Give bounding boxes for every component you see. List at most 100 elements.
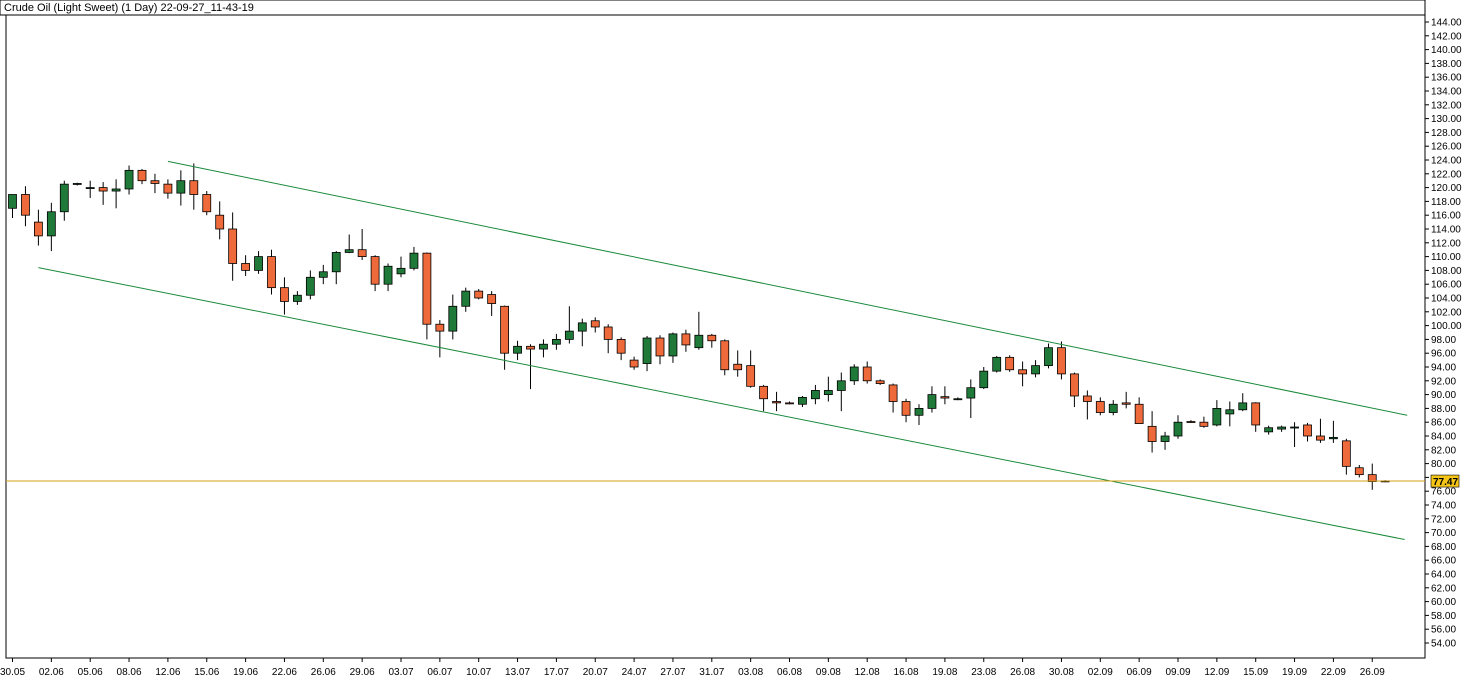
y-tick-label: 80.00 bbox=[1431, 459, 1456, 470]
candle-body-down bbox=[1251, 402, 1261, 426]
candle bbox=[292, 291, 302, 305]
x-tick-label: 06.09 bbox=[1127, 667, 1152, 678]
candle bbox=[396, 256, 406, 278]
y-tick-label: 68.00 bbox=[1431, 542, 1456, 553]
candle bbox=[202, 191, 212, 216]
candle bbox=[733, 350, 743, 377]
candle bbox=[720, 339, 730, 376]
x-tick-label: 23.08 bbox=[971, 667, 996, 678]
candle bbox=[215, 201, 225, 240]
candle bbox=[305, 270, 315, 300]
y-axis: 54.00 56.00 58.00 60.00 62.00 64.00 66.00 68.00… bbox=[1425, 18, 1462, 650]
y-tick-label: 88.00 bbox=[1431, 404, 1456, 415]
candle bbox=[1108, 400, 1118, 416]
candle bbox=[1134, 397, 1144, 424]
y-tick-label: 126.00 bbox=[1431, 142, 1462, 153]
candle bbox=[979, 367, 989, 390]
candle-body-up bbox=[539, 343, 548, 350]
candle-body-down bbox=[746, 365, 756, 387]
candles-layer bbox=[8, 163, 1390, 490]
candle-body-up bbox=[564, 330, 574, 340]
candle-body-down bbox=[1354, 467, 1364, 476]
candle bbox=[435, 320, 445, 358]
y-tick-label: 54.00 bbox=[1431, 639, 1456, 650]
candle bbox=[176, 170, 186, 206]
candle bbox=[98, 182, 108, 205]
candle bbox=[811, 384, 820, 405]
last-price-line-group: 77.47 bbox=[6, 474, 1460, 488]
candle bbox=[448, 294, 458, 340]
candle-body-up bbox=[409, 252, 419, 269]
lower-channel-line bbox=[38, 267, 1405, 540]
candle-body-down bbox=[500, 305, 510, 354]
candle bbox=[487, 291, 497, 316]
candle bbox=[318, 264, 328, 285]
candle-body-up bbox=[176, 180, 186, 194]
candle bbox=[539, 339, 548, 358]
x-tick-label: 02.06 bbox=[39, 667, 64, 678]
candle bbox=[823, 376, 833, 402]
candle bbox=[189, 163, 199, 210]
candle-body-up bbox=[383, 265, 393, 285]
candle-body-up bbox=[124, 169, 134, 190]
upper-channel-line bbox=[167, 160, 1408, 416]
y-tick-label: 64.00 bbox=[1431, 570, 1456, 581]
candle-body-down bbox=[150, 180, 160, 184]
candle-body-up bbox=[1277, 426, 1286, 430]
last-price-label: 77.47 bbox=[1433, 477, 1458, 488]
candle bbox=[1147, 411, 1157, 453]
candle bbox=[785, 401, 794, 405]
candle bbox=[1251, 402, 1261, 432]
candle-body-down bbox=[357, 249, 367, 257]
candle-body-down bbox=[785, 402, 794, 405]
candle-body-down bbox=[422, 252, 432, 325]
candle-body-up bbox=[694, 334, 704, 349]
candle-body-down bbox=[940, 396, 950, 399]
y-tick-label: 108.00 bbox=[1431, 266, 1462, 277]
candle bbox=[1212, 400, 1222, 427]
y-tick-label: 106.00 bbox=[1431, 280, 1462, 291]
y-tick-label: 62.00 bbox=[1431, 583, 1456, 594]
candle-body-up bbox=[1264, 427, 1274, 433]
candle bbox=[1303, 422, 1312, 442]
candle-body-down bbox=[1005, 356, 1015, 371]
candle-body-down bbox=[137, 169, 147, 182]
candle bbox=[163, 179, 173, 199]
candle-body-down bbox=[98, 187, 108, 192]
candle-body-up bbox=[254, 256, 263, 271]
candle-body-up bbox=[798, 396, 807, 405]
y-tick-label: 70.00 bbox=[1431, 528, 1456, 539]
y-tick-label: 96.00 bbox=[1431, 349, 1456, 360]
candle bbox=[409, 246, 419, 271]
y-tick-label: 72.00 bbox=[1431, 514, 1456, 525]
candle-body-down bbox=[759, 385, 768, 400]
candle-body-down bbox=[435, 323, 445, 332]
candle-body-down bbox=[862, 366, 872, 382]
candle bbox=[228, 212, 238, 281]
last-price-tag bbox=[1430, 474, 1460, 488]
candle-body-down bbox=[1018, 369, 1027, 375]
candle-body-down bbox=[590, 320, 600, 328]
candle-body-down bbox=[487, 294, 497, 304]
x-tick-label: 22.09 bbox=[1321, 667, 1346, 678]
candle bbox=[1121, 391, 1131, 409]
candle-body-down bbox=[280, 287, 289, 302]
x-tick-label: 19.09 bbox=[1282, 667, 1307, 678]
candle bbox=[59, 180, 69, 221]
candle bbox=[1031, 360, 1040, 378]
candle-body-up bbox=[85, 187, 95, 190]
candle bbox=[888, 383, 898, 413]
candle-body-down bbox=[707, 334, 717, 342]
y-tick-label: 124.00 bbox=[1431, 156, 1462, 167]
y-tick-label: 116.00 bbox=[1431, 211, 1461, 222]
candle-body-down bbox=[1134, 403, 1144, 424]
candle bbox=[254, 251, 263, 274]
candle-body-down bbox=[772, 401, 781, 404]
candle-body-up bbox=[1031, 365, 1040, 375]
candle bbox=[34, 209, 43, 246]
y-tick-label: 114.00 bbox=[1431, 225, 1461, 236]
x-tick-label: 06.07 bbox=[427, 667, 452, 678]
candle-body-down bbox=[21, 194, 30, 216]
candle bbox=[694, 311, 704, 350]
candle-body-up bbox=[1173, 421, 1183, 437]
